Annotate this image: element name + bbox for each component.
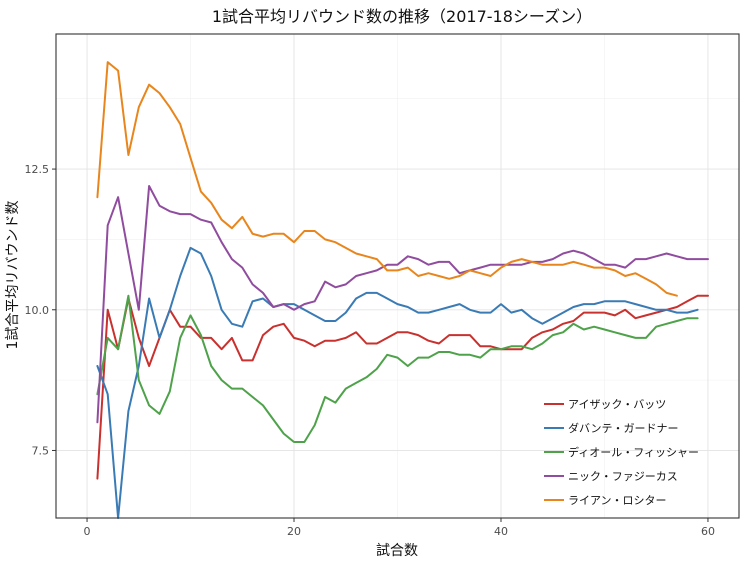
legend-label: アイザック・バッツ	[568, 398, 666, 411]
y-tick-label: 7.5	[32, 444, 50, 457]
legend: アイザック・バッツダバンテ・ガードナーディオール・フィッシャーニック・ファジーカ…	[544, 398, 699, 507]
chart-title: 1試合平均リバウンド数の推移（2017-18シーズン）	[212, 7, 592, 26]
legend-label: ダバンテ・ガードナー	[568, 421, 679, 435]
series-layer	[96, 61, 709, 519]
series-line	[96, 185, 709, 424]
y-tick-label: 10.0	[25, 304, 50, 317]
x-tick-label: 0	[84, 525, 91, 538]
x-axis-label: 試合数	[376, 543, 418, 559]
y-tick-label: 12.5	[25, 163, 50, 176]
legend-label: ニック・ファジーカス	[568, 470, 678, 483]
legend-label: ディオール・フィッシャー	[568, 445, 699, 459]
plot-border	[55, 33, 740, 519]
series-line	[96, 246, 699, 519]
series-line	[96, 61, 678, 297]
y-axis-label: 1試合平均リバウンド数	[5, 201, 21, 350]
legend-label: ライアン・ロシター	[568, 494, 667, 507]
tick-layer: 0 20 40 60 7.5 10.0 12.5	[25, 163, 715, 538]
x-tick-label: 60	[701, 525, 715, 538]
x-tick-label: 40	[494, 525, 508, 538]
series-line	[96, 294, 699, 443]
series-line	[96, 294, 709, 480]
x-tick-label: 20	[287, 525, 301, 538]
